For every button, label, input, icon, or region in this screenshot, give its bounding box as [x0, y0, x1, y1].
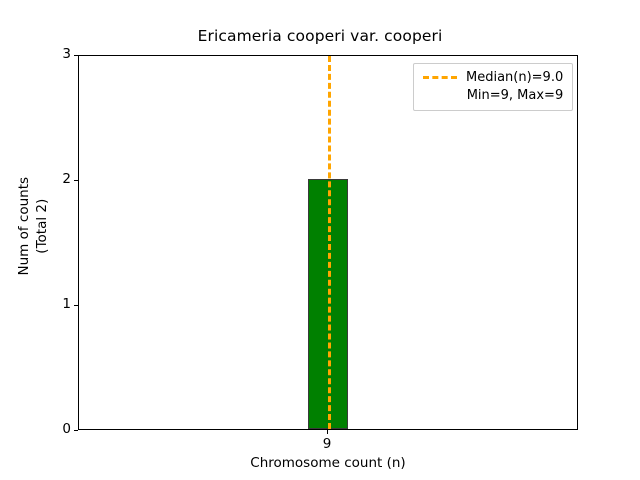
legend: Median(n)=9.0 Min=9, Max=9 [413, 63, 574, 111]
median-line [328, 56, 331, 429]
y-tick-label-2: 2 [62, 171, 71, 187]
y-tick-mark-0 [74, 430, 78, 431]
y-tick-label-3: 3 [62, 46, 71, 62]
legend-label-minmax: Min=9, Max=9 [466, 88, 564, 103]
x-axis-label: Chromosome count (n) [250, 455, 406, 471]
y-tick-label-1: 1 [62, 296, 71, 312]
dashed-line-icon [423, 76, 457, 79]
x-tick-mark-0 [327, 430, 328, 434]
y-tick-mark-1 [74, 305, 78, 306]
legend-entry-minmax: Min=9, Max=9 [423, 88, 564, 103]
x-tick-label-0: 9 [322, 436, 332, 452]
y-tick-mark-3 [74, 55, 78, 56]
plot-area: Median(n)=9.0 Min=9, Max=9 [78, 55, 578, 430]
y-axis-label: Num of counts (Total 2) [15, 176, 50, 276]
chart-title: Ericameria cooperi var. cooperi [197, 27, 443, 45]
y-tick-mark-2 [74, 180, 78, 181]
legend-entry-median: Median(n)=9.0 [423, 70, 563, 85]
legend-label-median: Median(n)=9.0 [466, 70, 564, 85]
y-tick-label-0: 0 [62, 421, 71, 437]
